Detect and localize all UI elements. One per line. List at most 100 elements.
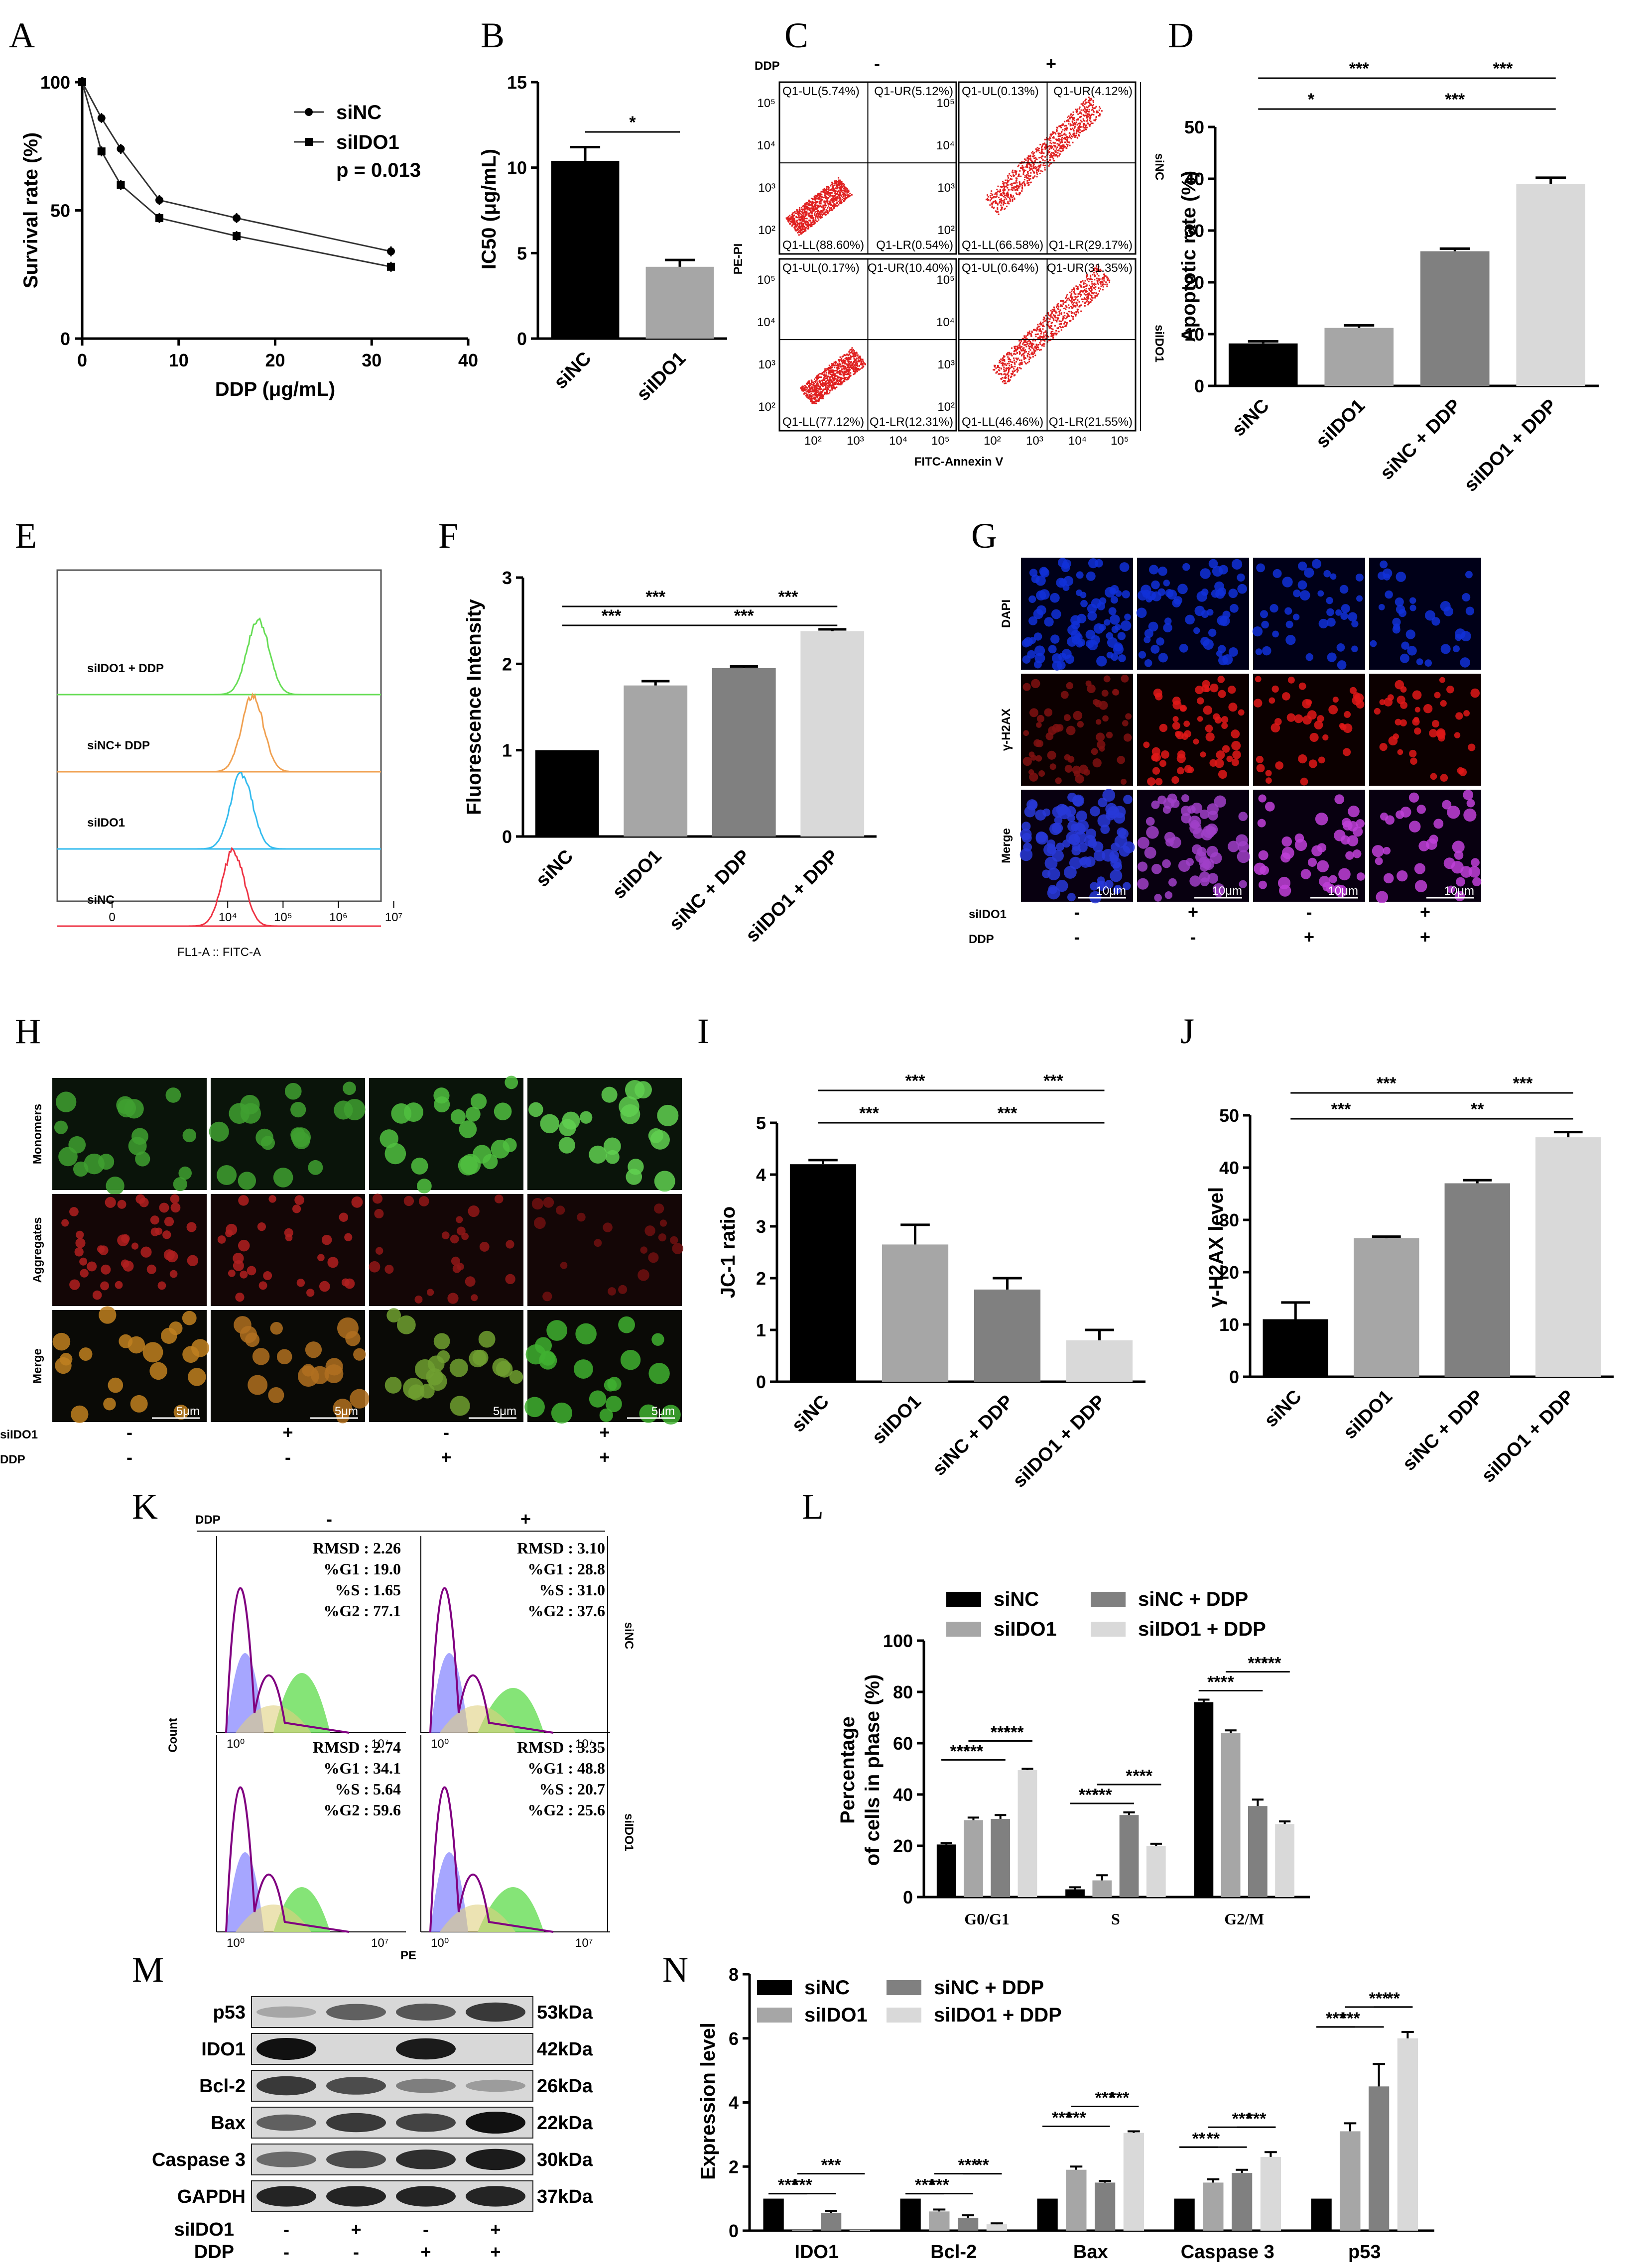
- panel-e-histograms: siIDO1 + DDP siNC+ DDP siIDO1 siNC 0 10⁴ 10⁵ 10…: [56, 569, 402, 959]
- cell: [1062, 559, 1071, 568]
- series-line-siIDO1: [81, 82, 391, 268]
- condition-value: -: [127, 1447, 132, 1467]
- cell: [131, 1128, 148, 1145]
- cell: [465, 1106, 481, 1122]
- cell: [1028, 616, 1038, 625]
- cell: [1185, 858, 1194, 866]
- cell: [1206, 608, 1214, 616]
- cell: [1314, 720, 1323, 730]
- y-tick-label: 10⁴: [936, 139, 955, 152]
- cell: [294, 1195, 304, 1205]
- cell: [1214, 716, 1222, 724]
- quadrant-ll: Q1-LL(77.12%): [782, 415, 864, 429]
- x-tick-label: 10³: [1026, 434, 1043, 448]
- data-point: [233, 232, 241, 240]
- cell: [1147, 777, 1156, 786]
- cell: [1172, 697, 1181, 705]
- cell: [1207, 803, 1219, 815]
- significance-label: ***: [821, 2156, 841, 2175]
- significance-label: ***: [1331, 1100, 1351, 1119]
- legend-swatch: [946, 1622, 981, 1637]
- condition-value: -: [283, 2219, 289, 2240]
- cell: [1205, 724, 1213, 732]
- cell: [284, 1082, 302, 1100]
- cell: [1332, 697, 1339, 703]
- column-label: +: [1046, 53, 1056, 74]
- cell: [1074, 823, 1086, 835]
- cell: [1049, 763, 1056, 770]
- cell: [164, 1216, 174, 1227]
- cycle-stat: %G2 : 77.1: [323, 1602, 401, 1620]
- blot-band: [256, 2114, 316, 2131]
- cell: [1280, 852, 1291, 863]
- category-label: G2/M: [1224, 1910, 1264, 1928]
- x-tick-label: 10⁰: [227, 1737, 245, 1751]
- cell: [1270, 604, 1278, 613]
- x-tick-label: 10⁴: [1068, 434, 1087, 448]
- cell: [531, 1198, 544, 1210]
- protein-label: Caspase 3: [152, 2149, 246, 2170]
- cell: [1212, 883, 1225, 896]
- cell: [1252, 626, 1263, 637]
- cell: [1258, 880, 1267, 889]
- bar-siIDO1: [964, 1820, 983, 1897]
- row-label: Merge: [1000, 828, 1013, 863]
- cell: [1327, 652, 1337, 662]
- cell: [1472, 877, 1482, 886]
- legend-swatch: [887, 1980, 921, 1995]
- scale-bar-label: 5μm: [651, 1405, 675, 1418]
- bar-siIDO1: [1221, 1733, 1241, 1897]
- cell: [658, 1233, 666, 1242]
- category-label: p53: [1348, 2242, 1381, 2263]
- cell: [603, 1222, 613, 1232]
- cell: [1352, 827, 1363, 837]
- cell: [1393, 623, 1400, 631]
- cell: [505, 1075, 518, 1089]
- bar-siIDO1: [1354, 1238, 1419, 1377]
- cell: [248, 1375, 268, 1395]
- cell: [1413, 716, 1419, 723]
- significance-label: ***: [1248, 1654, 1268, 1672]
- data-point: [117, 144, 125, 153]
- cell: [1163, 623, 1172, 633]
- cell: [1111, 842, 1120, 852]
- y-axis-title: PE-PI: [732, 243, 745, 275]
- cell: [540, 1114, 559, 1134]
- cell: [1433, 819, 1444, 829]
- cell: [1282, 692, 1290, 701]
- cell: [191, 1339, 210, 1357]
- cell: [1177, 767, 1184, 775]
- fit-curve: [429, 1786, 554, 1933]
- bar-siIDO1 + DDP: [1017, 1770, 1037, 1897]
- cell: [1376, 891, 1389, 904]
- data-point: [78, 78, 86, 86]
- cell: [505, 1274, 515, 1285]
- cell: [1080, 599, 1088, 607]
- cell: [589, 1390, 607, 1408]
- cell: [1200, 636, 1210, 646]
- size-label: 22kDa: [537, 2113, 593, 2134]
- cell: [1343, 723, 1353, 733]
- row-label: Aggregates: [31, 1217, 44, 1283]
- y-tick-label: 10²: [758, 224, 775, 237]
- significance-label: ***: [915, 2176, 935, 2195]
- cell: [661, 1405, 681, 1425]
- bar-siIDO1 + DDP: [849, 2230, 870, 2231]
- cell: [1102, 715, 1109, 722]
- cell: [1375, 857, 1383, 865]
- cell: [603, 1137, 621, 1155]
- cell: [1384, 698, 1393, 707]
- cell: [1397, 749, 1403, 755]
- cell: [420, 1383, 435, 1399]
- quadrant-ul: Q1-UL(5.74%): [782, 85, 860, 98]
- significance-label: ***: [1493, 59, 1513, 78]
- x-axis-title: FL1-A :: FITC-A: [177, 946, 261, 959]
- cell: [1110, 596, 1118, 604]
- legend-label: siNC: [336, 102, 381, 123]
- histogram-siNC+ DDP: [57, 692, 381, 773]
- cell: [1159, 760, 1166, 767]
- cell: [626, 1169, 642, 1185]
- cell: [108, 1377, 124, 1393]
- cell: [1299, 590, 1310, 601]
- cell: [634, 1081, 652, 1099]
